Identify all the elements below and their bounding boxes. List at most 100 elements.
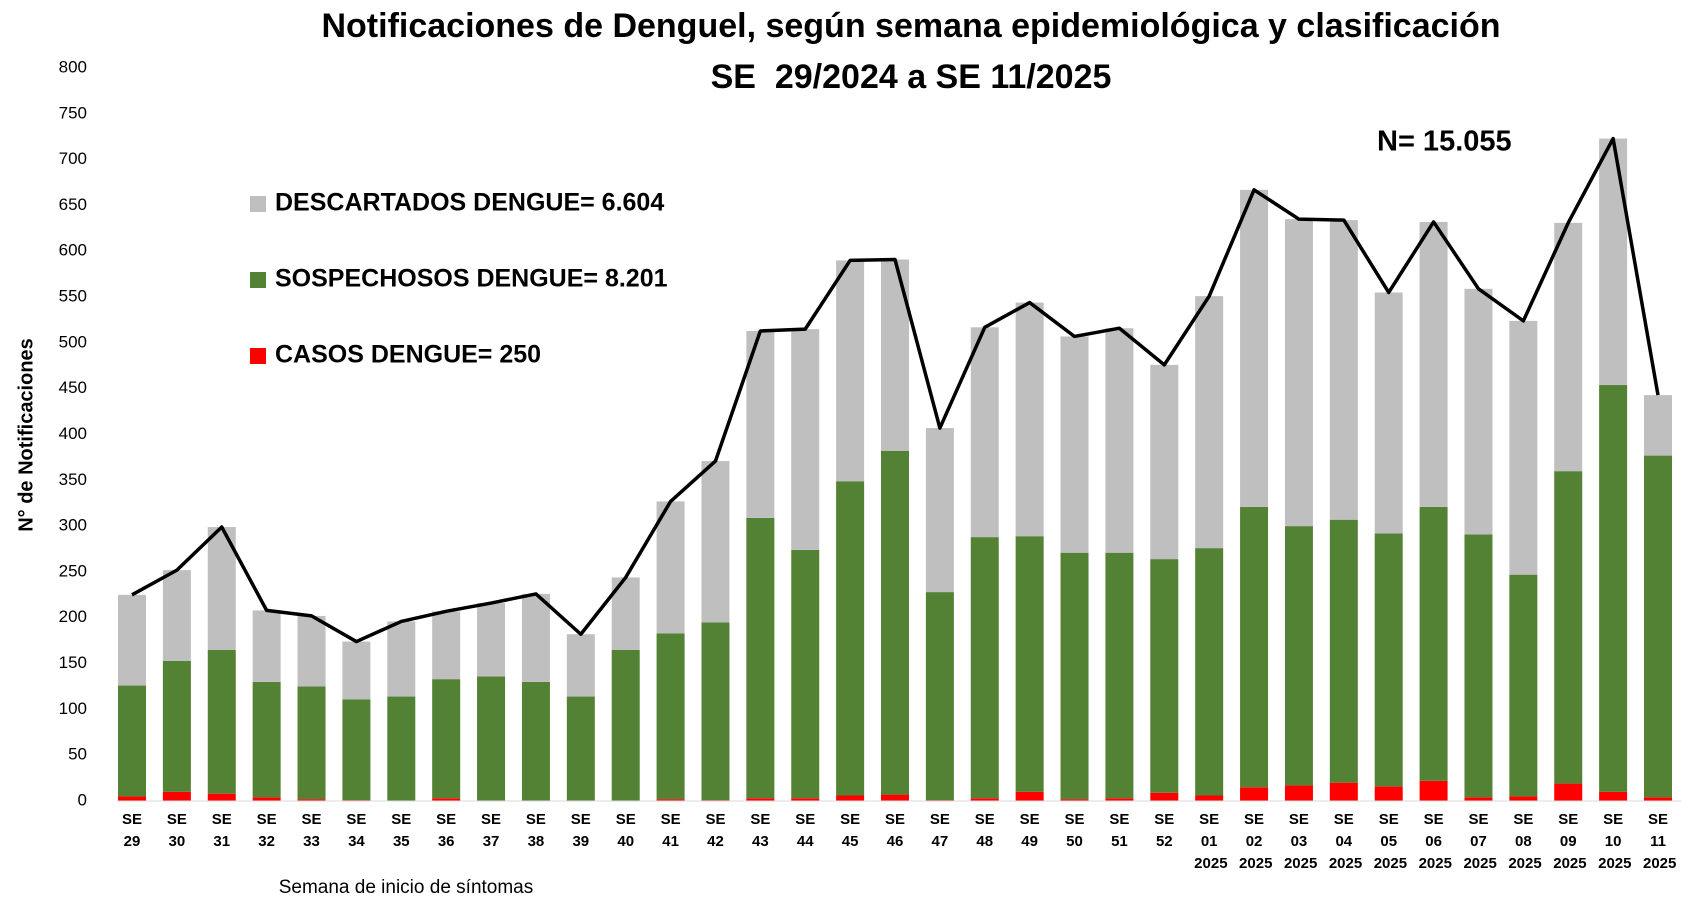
bar-segment	[836, 795, 865, 801]
bar-segment	[611, 649, 640, 801]
y-tick-label: 100	[59, 699, 87, 718]
bar-segment	[387, 696, 416, 801]
bar-segment	[1419, 506, 1448, 781]
bar-segment	[1644, 395, 1672, 456]
bar-segment	[1554, 783, 1583, 801]
y-tick-label: 550	[59, 287, 87, 306]
bar-segment	[477, 603, 506, 677]
bar-segment	[791, 329, 820, 550]
x-tick-label: SE 09 2025	[1553, 811, 1587, 872]
bar-segment	[1374, 533, 1403, 787]
y-tick-label: 50	[68, 745, 87, 764]
x-tick-label: SE 36	[436, 811, 457, 850]
bar-segment	[1554, 222, 1583, 472]
y-tick-label: 150	[59, 653, 87, 672]
bar-segment	[656, 501, 685, 634]
x-tick-label: SE 03 2025	[1283, 811, 1318, 872]
bar-segment	[477, 676, 506, 801]
x-tick-label: SE 43	[750, 811, 771, 850]
x-tick-label: SE 34	[346, 811, 367, 850]
bar-segment	[162, 791, 191, 801]
x-tick-label: SE 48	[974, 811, 995, 850]
bar-segment	[1240, 787, 1269, 801]
bar-segment	[1060, 336, 1089, 553]
bar-segment	[1464, 288, 1493, 535]
x-tick-label: SE 46	[884, 811, 905, 850]
legend-swatch	[250, 196, 266, 212]
bar-segment	[791, 549, 820, 799]
bar-segment	[297, 799, 326, 801]
bar-segment	[970, 537, 999, 799]
y-tick-label: 350	[59, 470, 87, 489]
bar-segment	[1284, 526, 1313, 786]
bar-segment	[1015, 302, 1044, 537]
bar-segment	[252, 610, 281, 682]
bar-segment	[881, 794, 909, 801]
x-axis-title: Semana de inicio de síntomas	[279, 877, 534, 898]
bar-segment	[1015, 791, 1044, 801]
bar-segment	[746, 798, 775, 801]
bar-segment	[1509, 796, 1538, 801]
bar-segment	[566, 634, 595, 697]
bar-segment	[1644, 455, 1672, 798]
bar-segment	[1150, 364, 1179, 560]
x-tick-label: SE 30	[166, 811, 187, 850]
x-tick-label: SE 29	[121, 811, 142, 850]
bar-segment	[1599, 385, 1628, 792]
bar-segment	[1509, 320, 1538, 575]
x-tick-label: SE 49	[1019, 811, 1040, 850]
x-tick-label: SE 45	[840, 811, 861, 850]
y-tick-label: 650	[59, 195, 87, 214]
bar-segment	[1105, 552, 1134, 799]
y-tick-label: 400	[59, 424, 87, 443]
bar-segment	[1329, 782, 1358, 801]
x-tick-label: SE 02 2025	[1239, 811, 1273, 872]
y-tick-label: 0	[78, 790, 87, 809]
legend-label: DESCARTADOS DENGUE= 6.604	[275, 189, 664, 217]
bar-segment	[342, 699, 371, 801]
x-tick-label: SE 33	[301, 811, 322, 850]
bar-segment	[162, 570, 191, 661]
y-axis-title: N° de Notificaciones	[15, 338, 37, 532]
bar-segment	[1554, 471, 1583, 784]
bar-segment	[1329, 519, 1358, 783]
x-tick-label: SE 44	[795, 811, 816, 850]
legend-swatch	[250, 272, 266, 288]
x-tick-label: SE 40	[615, 811, 636, 850]
y-tick-label: 300	[59, 516, 87, 535]
x-tick-label: SE 39	[570, 811, 591, 850]
bar-segment	[1150, 792, 1179, 801]
bar-segment	[162, 660, 191, 792]
x-tick-label: SE 31	[211, 811, 232, 850]
bar-segment	[521, 593, 550, 682]
x-tick-label: SE 05 2025	[1373, 811, 1408, 872]
bar-segment	[118, 685, 146, 797]
bar-segment	[1195, 296, 1224, 549]
bar-segment	[1329, 220, 1358, 520]
bar-segment	[1374, 786, 1403, 801]
bar-segment	[1599, 791, 1628, 801]
bar-segment	[1599, 138, 1628, 386]
bar-segment	[970, 798, 999, 801]
bar-segment	[1509, 574, 1538, 797]
bar-segment	[656, 633, 685, 800]
bar-segment	[836, 481, 865, 796]
x-tick-label: SE 37	[481, 811, 502, 850]
x-tick-label: SE 47	[929, 811, 950, 850]
bar-segment	[297, 615, 326, 687]
bar-segment	[1105, 798, 1134, 801]
bar-segment	[1195, 548, 1224, 796]
x-tick-label: SE 08 2025	[1508, 811, 1542, 872]
x-tick-label: SE 06 2025	[1418, 811, 1452, 872]
bar-segment	[387, 621, 416, 697]
bar-segment	[970, 327, 999, 538]
x-tick-label: SE 35	[391, 811, 412, 850]
bar-segment	[1060, 552, 1089, 800]
bar-segment	[432, 679, 461, 799]
x-tick-label: SE 51	[1109, 811, 1130, 850]
x-tick-label: SE 11 2025	[1643, 811, 1677, 872]
x-tick-label: SE 10 2025	[1598, 811, 1632, 872]
y-tick-label: 500	[59, 332, 87, 351]
bar-segment	[1419, 780, 1448, 801]
